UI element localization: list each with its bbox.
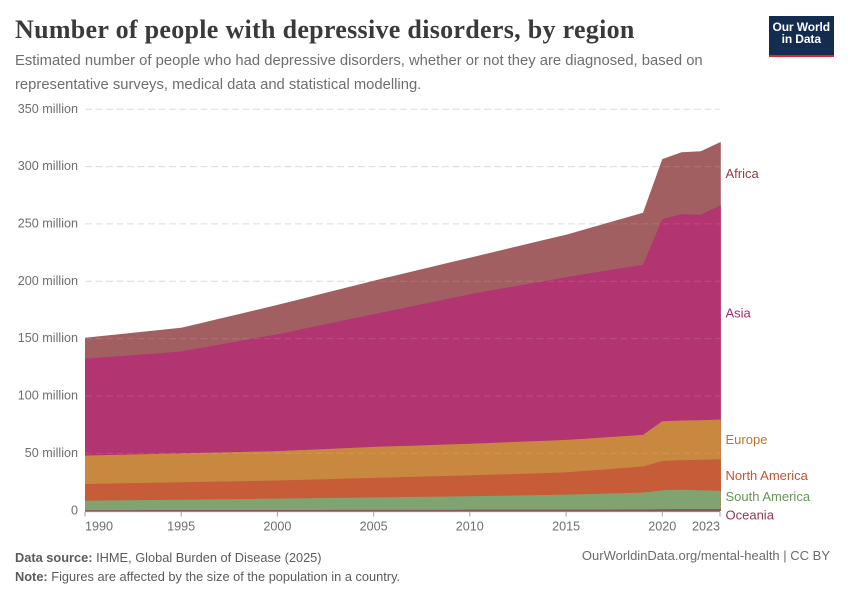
svg-text:2010: 2010 bbox=[456, 519, 484, 533]
svg-text:Europe: Europe bbox=[726, 432, 768, 447]
svg-text:2015: 2015 bbox=[552, 519, 580, 533]
svg-text:50 million: 50 million bbox=[25, 446, 78, 460]
svg-text:350 million: 350 million bbox=[18, 102, 78, 116]
svg-text:North America: North America bbox=[726, 468, 809, 483]
svg-text:1995: 1995 bbox=[167, 519, 195, 533]
svg-text:South America: South America bbox=[726, 489, 811, 504]
svg-text:Oceania: Oceania bbox=[726, 508, 775, 523]
svg-text:150 million: 150 million bbox=[18, 331, 78, 345]
svg-text:250 million: 250 million bbox=[18, 217, 78, 231]
svg-text:2005: 2005 bbox=[360, 519, 388, 533]
svg-text:Africa: Africa bbox=[726, 166, 760, 181]
svg-text:200 million: 200 million bbox=[18, 274, 78, 288]
svg-text:300 million: 300 million bbox=[18, 159, 78, 173]
svg-text:Asia: Asia bbox=[726, 306, 752, 321]
svg-text:2020: 2020 bbox=[648, 519, 676, 533]
svg-text:1990: 1990 bbox=[85, 519, 113, 533]
svg-text:100 million: 100 million bbox=[18, 389, 78, 403]
svg-text:0: 0 bbox=[71, 503, 78, 517]
svg-text:2023: 2023 bbox=[692, 519, 720, 533]
svg-text:2000: 2000 bbox=[263, 519, 291, 533]
